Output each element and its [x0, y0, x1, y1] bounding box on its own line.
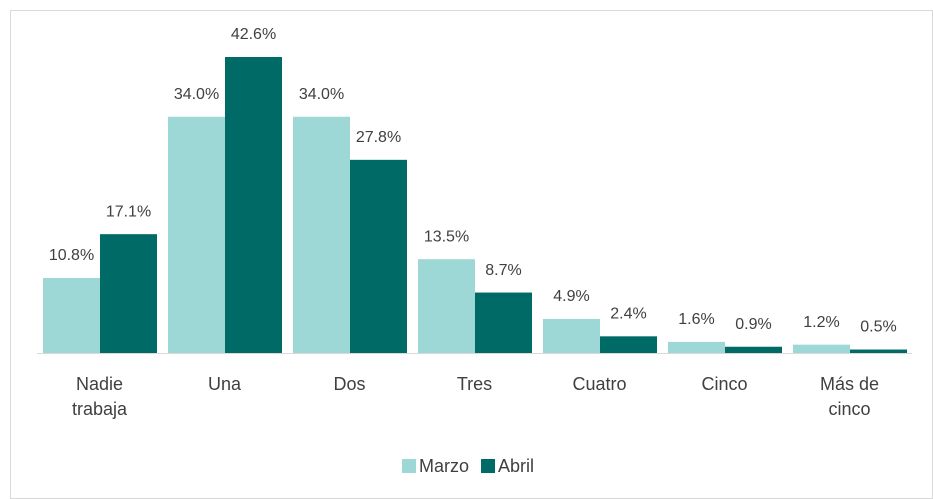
bar [850, 349, 907, 353]
data-label: 1.6% [678, 311, 714, 328]
x-tick-label: Tres [456, 374, 493, 394]
legend-label: Abril [498, 456, 534, 476]
data-label: 8.7% [485, 262, 521, 279]
x-tick-label: Una [207, 374, 242, 394]
x-tick-label: Cuatro [572, 374, 627, 394]
legend-swatch [402, 459, 416, 473]
x-tick-label: Nadie trabaja [71, 374, 128, 419]
bar [43, 277, 100, 353]
data-label: 34.0% [299, 86, 344, 103]
bar [543, 318, 600, 353]
legend-swatch [481, 459, 496, 473]
data-label: 13.5% [424, 228, 469, 245]
data-label: 34.0% [174, 86, 219, 103]
data-label: 42.6% [231, 26, 276, 43]
bar [668, 341, 725, 353]
bar [225, 57, 282, 353]
data-label: 1.2% [803, 314, 839, 331]
data-label: 27.8% [356, 129, 401, 146]
bar [600, 336, 657, 353]
data-label: 10.8% [49, 247, 94, 264]
bar [350, 159, 407, 353]
x-tick-label: Dos [333, 374, 366, 394]
chart-border [10, 10, 933, 499]
bar [475, 292, 532, 353]
data-label: 0.5% [860, 319, 896, 336]
bar [725, 346, 782, 353]
bar [293, 116, 350, 354]
data-label: 17.1% [106, 203, 151, 220]
x-tick-label: Cinco [701, 374, 748, 394]
data-label: 2.4% [610, 306, 646, 323]
bar [418, 259, 475, 353]
x-tick-label: Más de cinco [819, 374, 880, 419]
bar [100, 234, 157, 353]
bar [793, 344, 850, 353]
bar [168, 116, 225, 354]
data-label: 0.9% [735, 316, 771, 333]
data-label: 4.9% [553, 288, 589, 305]
legend-label: Marzo [419, 456, 469, 476]
